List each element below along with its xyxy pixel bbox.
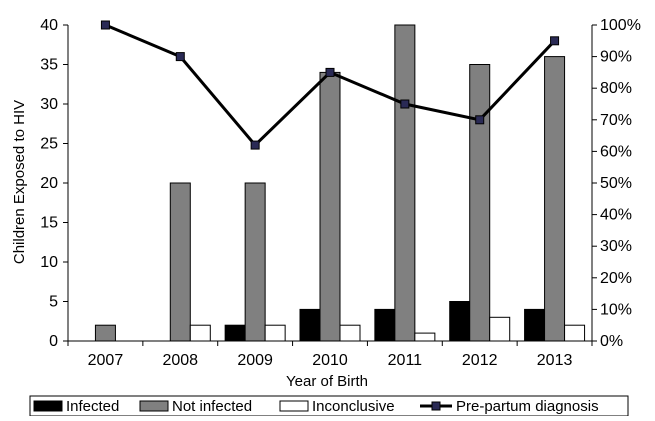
line-point (175, 52, 185, 62)
y2-tick-label: 20% (600, 270, 632, 287)
line-point (475, 115, 485, 125)
y-tick-label: 20 (40, 175, 58, 192)
y2-tick-label: 70% (600, 112, 632, 129)
x-tick-label: 2011 (388, 352, 423, 369)
x-tick-label: 2007 (88, 352, 124, 369)
y-tick-label: 25 (40, 136, 58, 153)
y2-tick-label: 10% (600, 301, 632, 318)
x-tick-label: 2009 (237, 352, 273, 369)
bar-infected (449, 301, 471, 342)
bar-inconclusive (564, 324, 586, 342)
x-tick-label: 2013 (537, 352, 573, 369)
y-tick-label: 30 (40, 96, 58, 113)
y2-tick-label: 90% (600, 49, 632, 66)
line-point (325, 67, 335, 77)
bar-inconclusive (339, 324, 361, 342)
legend-label: Pre-partum diagnosis (456, 398, 599, 415)
line-point (250, 140, 260, 150)
bar-not-infected (94, 324, 116, 342)
y2-tick-label: 50% (600, 175, 632, 192)
y-tick-label: 35 (40, 57, 58, 74)
y-tick-label: 15 (40, 215, 58, 232)
line-point (400, 99, 410, 109)
bar-not-infected (469, 64, 491, 342)
legend-swatch (279, 400, 309, 412)
bar-inconclusive (264, 324, 286, 342)
legend-label: Not infected (172, 398, 252, 415)
x-axis-title: Year of Birth (286, 373, 368, 390)
y-axis-title: Children Exposed to HIV (11, 100, 28, 264)
legend-marker (431, 401, 441, 411)
y2-tick-label: 0% (600, 333, 623, 350)
bar-not-infected (544, 56, 566, 342)
bar-inconclusive (489, 316, 511, 342)
y2-tick-label: 30% (600, 238, 632, 255)
bar-infected (299, 308, 321, 342)
legend: Infected Not infected Inconclusive Pre-part… (29, 395, 629, 417)
bar-not-infected (244, 182, 266, 342)
legend-label: Infected (66, 398, 119, 415)
y2-tick-label: 60% (600, 143, 632, 160)
legend-swatch (33, 400, 63, 412)
line-series (100, 20, 560, 150)
tick-labels: 0 5 10 15 20 25 30 35 40 0% 10% 20% 30% 40% 50% 60% 70% 8… (40, 17, 641, 369)
y2-tick-label: 40% (600, 207, 632, 224)
y-tick-label: 40 (40, 17, 58, 34)
x-tick-label: 2008 (162, 352, 198, 369)
x-tick-label: 2010 (312, 352, 348, 369)
y-tick-label: 0 (49, 333, 58, 350)
bars (94, 24, 586, 342)
bar-infected (374, 308, 396, 342)
y2-tick-label: 80% (600, 80, 632, 97)
line-point (550, 36, 560, 46)
line-point (100, 20, 110, 30)
legend-label: Inconclusive (312, 398, 395, 415)
bar-infected (224, 324, 246, 342)
bar-not-infected (169, 182, 191, 342)
y-tick-label: 10 (40, 254, 58, 271)
x-tick-label: 2012 (462, 352, 498, 369)
legend-swatch (139, 400, 169, 412)
bar-inconclusive (414, 332, 436, 342)
bar-not-infected (394, 24, 416, 342)
y-tick-label: 5 (49, 294, 58, 311)
bar-not-infected (319, 71, 341, 342)
bar-inconclusive (189, 324, 211, 342)
bar-infected (524, 308, 546, 342)
y2-tick-label: 100% (600, 17, 641, 34)
